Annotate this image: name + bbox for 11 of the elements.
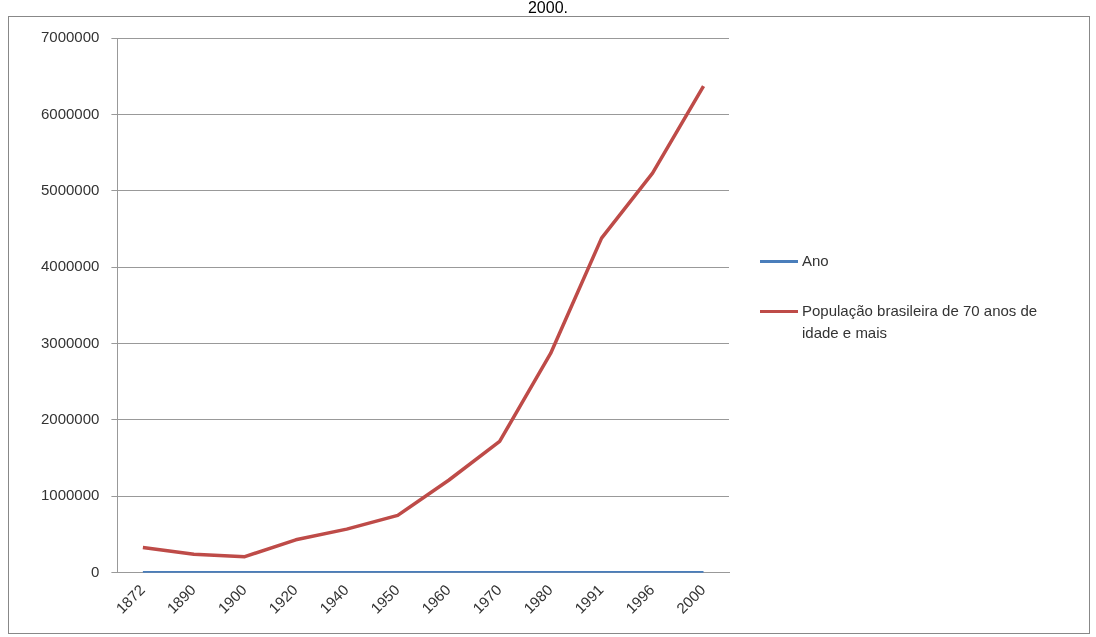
y-tick-label: 5000000 [40,180,100,198]
chart-title: 2000. [526,0,569,16]
y-tick-label: 3000000 [40,333,100,351]
y-tick-label: 1000000 [40,486,100,504]
y-tick-label: 2000000 [40,410,100,428]
legend-label: Ano [802,252,829,269]
y-tick-label: 4000000 [40,257,100,275]
y-tick-label: 7000000 [40,28,100,46]
y-tick-label: 0 [91,562,100,580]
legend-label: População brasileira de 70 anos de idade e mais [802,302,1038,341]
y-tick-label: 6000000 [40,104,100,122]
